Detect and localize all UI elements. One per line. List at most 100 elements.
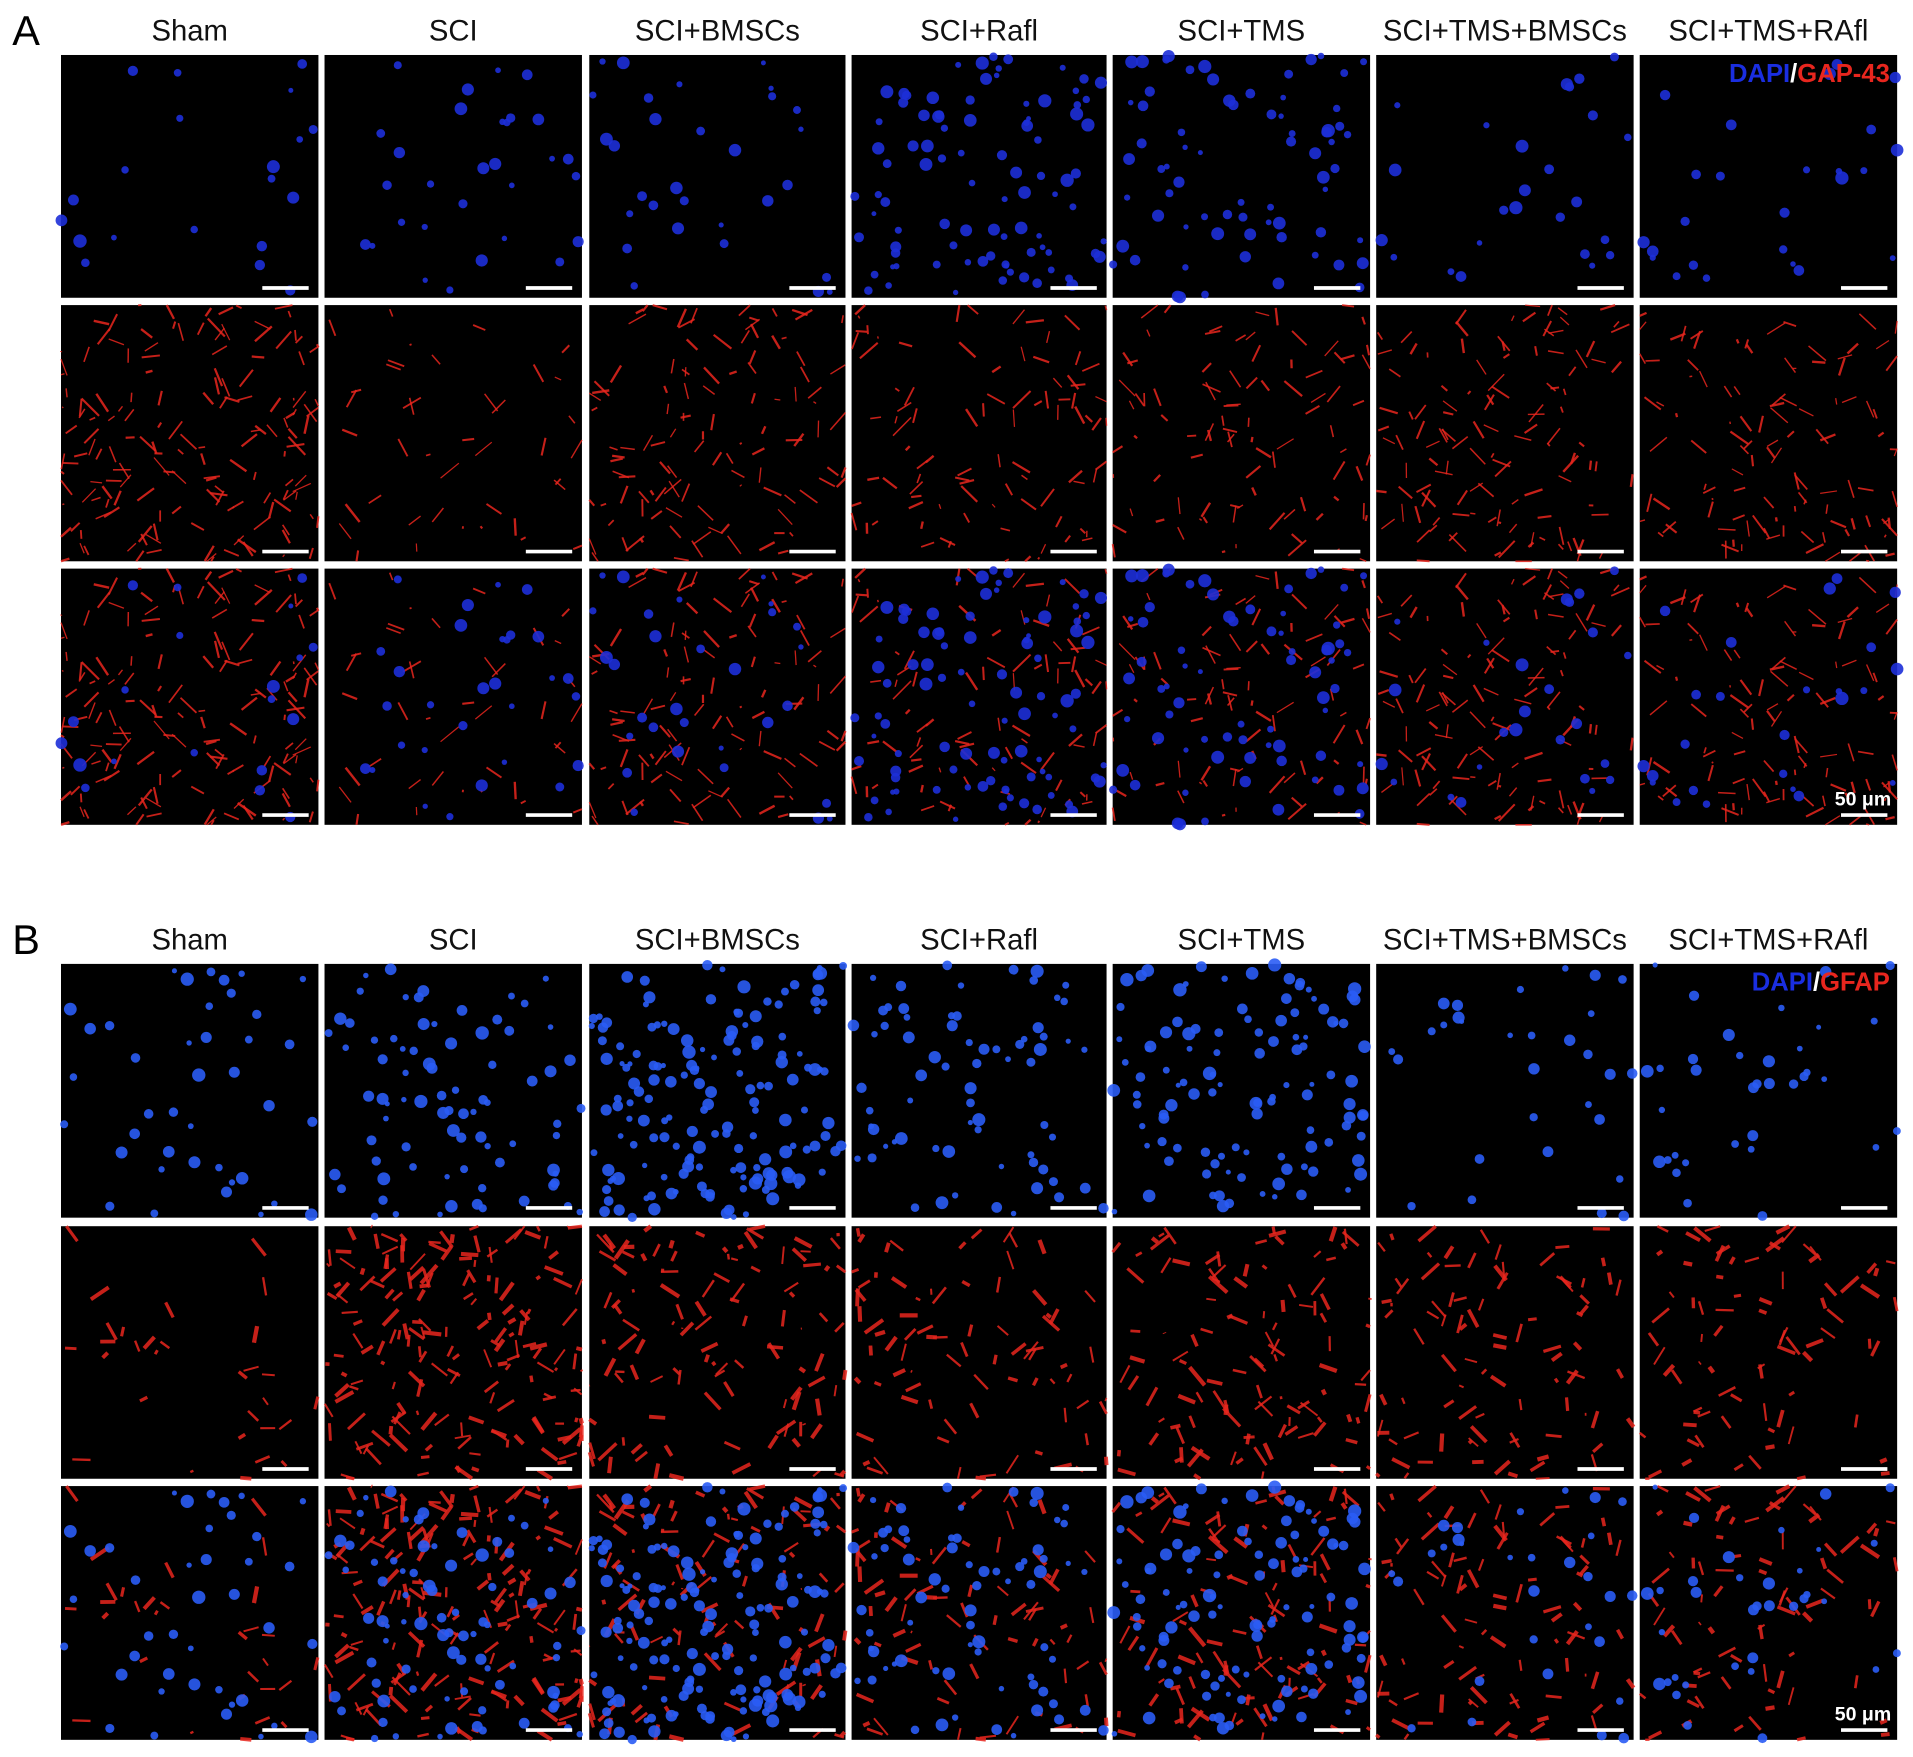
blue-nucleus — [1589, 262, 1596, 269]
red-fiber — [553, 1536, 573, 1549]
red-fiber — [1416, 792, 1431, 807]
red-fiber — [1883, 797, 1887, 802]
blue-nucleus — [968, 179, 976, 187]
red-fiber — [420, 1672, 438, 1692]
red-fiber — [1333, 351, 1346, 364]
red-fiber — [871, 520, 879, 526]
red-fiber — [1456, 1314, 1464, 1334]
red-fiber — [1553, 1638, 1560, 1644]
red-fiber — [1414, 667, 1427, 684]
red-fiber — [529, 1635, 534, 1643]
red-fiber — [1328, 1486, 1338, 1502]
blue-nucleus — [363, 1612, 375, 1624]
red-fiber — [760, 425, 767, 435]
micrograph — [588, 304, 847, 562]
blue-nucleus — [1357, 237, 1364, 244]
blue-nucleus — [437, 1733, 443, 1740]
red-fiber — [920, 784, 924, 793]
red-fiber — [681, 368, 690, 376]
red-fiber — [1382, 700, 1396, 708]
blue-nucleus — [402, 1591, 409, 1599]
red-fiber — [159, 1340, 171, 1350]
blue-nucleus — [1107, 1606, 1121, 1619]
blue-nucleus — [1682, 1159, 1690, 1167]
blue-nucleus — [494, 1679, 505, 1690]
red-fiber — [529, 1342, 548, 1351]
red-fiber — [1847, 743, 1855, 762]
red-fiber — [1250, 700, 1254, 706]
red-fiber — [327, 1509, 332, 1526]
red-fiber — [1379, 670, 1399, 678]
blue-nucleus — [206, 1489, 216, 1499]
red-fiber — [543, 1653, 553, 1660]
blue-nucleus — [1034, 136, 1042, 144]
blue-nucleus — [1116, 1525, 1125, 1534]
blue-nucleus — [68, 194, 79, 206]
red-fiber — [145, 369, 153, 374]
red-fiber — [1491, 649, 1510, 663]
blue-nucleus — [458, 1630, 469, 1642]
red-fiber — [1892, 1296, 1899, 1312]
red-fiber — [412, 1319, 423, 1325]
red-fiber — [799, 366, 810, 383]
red-fiber — [1255, 1239, 1268, 1245]
blue-nucleus — [739, 1707, 748, 1715]
blue-nucleus — [1779, 245, 1788, 254]
red-fiber — [1255, 311, 1270, 317]
red-fiber — [1480, 1628, 1488, 1636]
blue-nucleus — [1427, 1549, 1436, 1558]
red-fiber — [1441, 428, 1449, 441]
red-fiber — [1748, 1715, 1762, 1731]
red-fiber — [449, 1493, 455, 1504]
blue-nucleus — [737, 1502, 751, 1516]
red-fiber — [799, 630, 810, 647]
blue-nucleus — [1542, 1146, 1554, 1158]
red-fiber — [611, 718, 625, 723]
red-fiber — [578, 1417, 584, 1425]
red-fiber — [1242, 1263, 1250, 1277]
blue-nucleus — [847, 1019, 860, 1032]
blue-nucleus — [644, 1094, 654, 1104]
red-fiber — [391, 1676, 411, 1696]
micrograph-background — [61, 1486, 319, 1740]
red-fiber — [1493, 1720, 1511, 1737]
red-fiber — [882, 740, 898, 753]
red-fiber — [1059, 1362, 1068, 1370]
red-fiber — [1081, 362, 1100, 372]
blue-nucleus — [1198, 59, 1212, 74]
blue-nucleus — [1407, 1724, 1416, 1733]
red-fiber — [855, 593, 868, 597]
blue-nucleus — [1306, 1648, 1315, 1657]
blue-nucleus — [1527, 1031, 1536, 1040]
red-fiber — [65, 688, 78, 698]
blue-nucleus — [1626, 1068, 1638, 1079]
red-fiber — [747, 625, 757, 638]
red-fiber — [101, 1351, 110, 1360]
red-fiber — [1657, 531, 1664, 538]
red-fiber — [982, 666, 985, 681]
blue-nucleus — [1580, 773, 1590, 784]
red-fiber — [1379, 406, 1399, 415]
red-fiber — [140, 533, 148, 546]
red-fiber — [802, 1683, 806, 1687]
blue-nucleus — [1129, 254, 1141, 266]
blue-nucleus — [1529, 1113, 1538, 1122]
micrograph-background — [1639, 1486, 1898, 1740]
blue-nucleus — [766, 1192, 780, 1206]
red-fiber — [391, 1642, 396, 1651]
blue-nucleus — [880, 1021, 889, 1031]
blue-nucleus — [1182, 264, 1189, 271]
red-fiber — [1193, 1473, 1202, 1481]
blue-nucleus — [501, 759, 508, 765]
blue-nucleus — [188, 1678, 201, 1691]
red-fiber — [346, 1412, 366, 1431]
red-fiber — [1160, 1257, 1172, 1274]
red-fiber — [1674, 676, 1679, 681]
red-fiber — [853, 1376, 862, 1385]
blue-nucleus — [456, 1527, 468, 1538]
blue-nucleus — [629, 1140, 638, 1149]
blue-nucleus — [417, 1507, 430, 1520]
red-fiber — [542, 1395, 557, 1402]
red-fiber — [371, 1429, 391, 1447]
blue-nucleus — [630, 282, 638, 290]
